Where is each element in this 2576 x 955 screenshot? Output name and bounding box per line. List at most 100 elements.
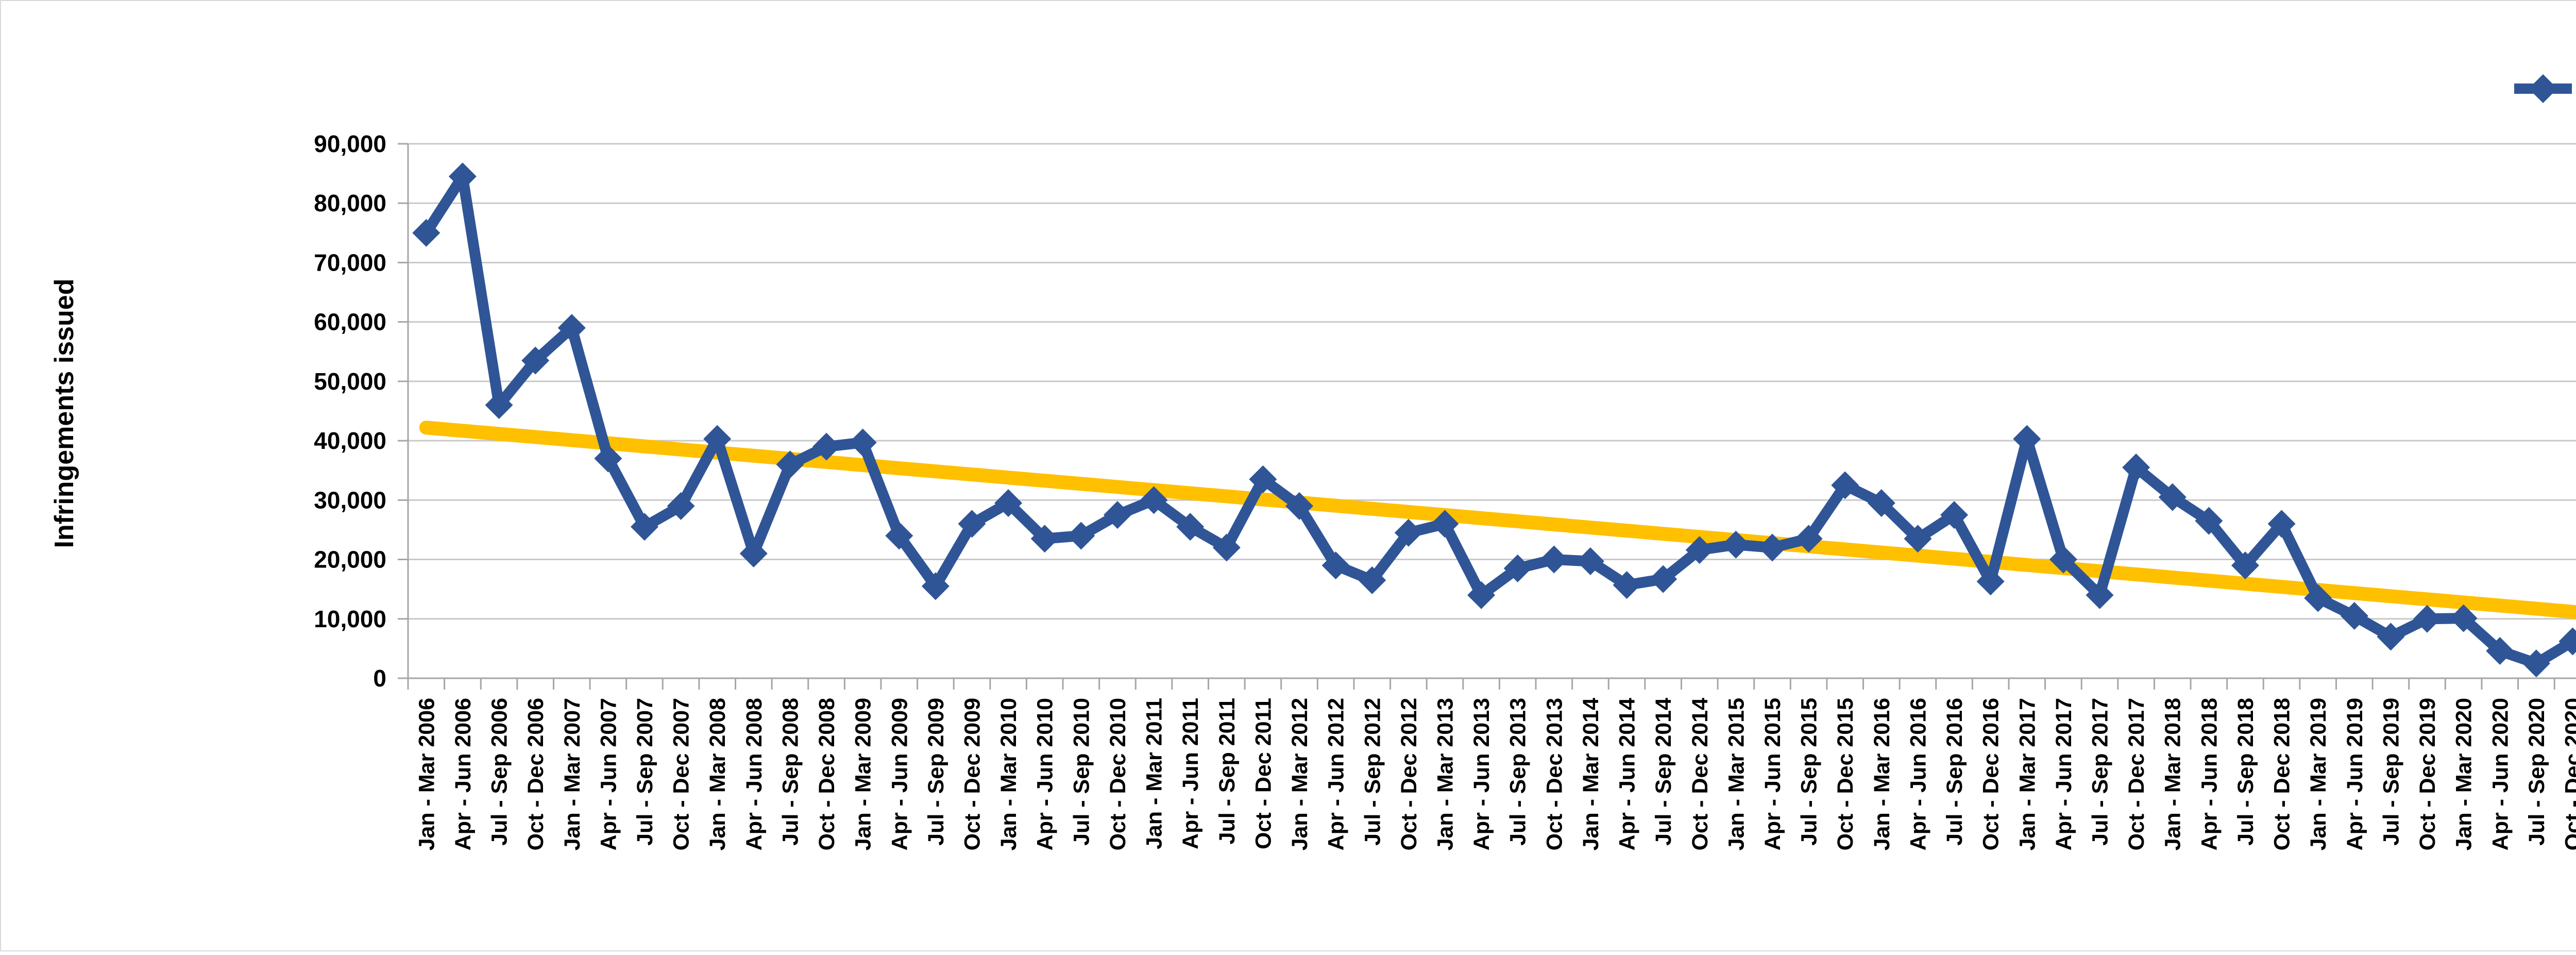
y-axis-label: 80,000: [314, 190, 386, 216]
data-point-marker: [1503, 554, 1532, 582]
x-axis-label: Apr - Jun 2008: [742, 698, 767, 850]
data-point-marker: [885, 522, 913, 550]
x-axis-label: Jan - Mar 2012: [1287, 698, 1312, 850]
x-axis-label: Jul - Sep 2020: [2524, 698, 2549, 846]
x-axis-label: Oct - Dec 2011: [1251, 698, 1276, 849]
data-point-marker: [1358, 566, 1386, 594]
data-point-marker: [2522, 649, 2550, 678]
data-point-marker: [557, 314, 586, 342]
data-point-marker: [1722, 530, 1750, 559]
data-point-marker: [1867, 489, 1895, 517]
x-axis-label: Apr - Jun 2013: [1469, 698, 1494, 850]
x-axis-label: Apr - Jun 2020: [2488, 698, 2513, 850]
x-axis-label: Apr - Jun 2018: [2197, 698, 2222, 850]
data-point-marker: [1212, 533, 1241, 562]
x-axis-label: Apr - Jun 2014: [1615, 698, 1640, 850]
data-point-marker: [2486, 636, 2514, 665]
y-axis-label: 90,000: [314, 130, 386, 157]
x-axis-label: Oct - Dec 2020: [2561, 698, 2576, 850]
x-axis-label: Jan - Mar 2006: [414, 698, 439, 850]
data-point-marker: [2158, 483, 2187, 511]
data-point-marker: [1285, 492, 1314, 520]
data-point-marker: [667, 492, 695, 520]
x-axis-label: Apr - Jun 2007: [596, 698, 621, 850]
y-axis-label: 0: [373, 665, 386, 692]
data-point-marker: [994, 489, 1023, 517]
x-axis-label: Jul - Sep 2009: [924, 698, 948, 846]
x-axis-label: Jan - Mar 2017: [2015, 698, 2040, 850]
data-point-marker: [849, 428, 877, 457]
x-axis-label: Jan - Mar 2018: [2161, 698, 2185, 850]
y-axis-label: 40,000: [314, 427, 386, 454]
x-axis-label: Oct - Dec 2015: [1833, 698, 1858, 850]
data-point-marker: [594, 444, 622, 473]
data-point-marker: [776, 450, 804, 479]
data-point-marker: [2340, 602, 2368, 630]
x-axis-label: Jan - Mar 2008: [705, 698, 730, 850]
data-point-marker: [2304, 584, 2332, 612]
data-point-marker: [2267, 510, 2296, 538]
data-point-marker: [2558, 627, 2576, 656]
x-axis-label: Apr - Jun 2012: [1324, 698, 1349, 850]
x-axis-label: Oct - Dec 2018: [2270, 698, 2295, 850]
x-axis-label: Oct - Dec 2017: [2124, 698, 2149, 850]
x-axis-label: Apr - Jun 2019: [2343, 698, 2367, 850]
y-axis-label: 20,000: [314, 546, 386, 573]
data-point-marker: [1431, 510, 1459, 538]
data-point-marker: [2449, 604, 2478, 632]
x-axis-label: Apr - Jun 2011: [1178, 698, 1203, 849]
data-point-marker: [2195, 507, 2223, 535]
data-point-marker: [630, 513, 658, 541]
data-point-marker: [703, 425, 732, 453]
data-point-marker: [1576, 547, 1604, 576]
data-point-marker: [1794, 525, 1823, 553]
x-axis-label: Apr - Jun 2009: [887, 698, 912, 850]
y-axis-label: 60,000: [314, 309, 386, 336]
x-axis-label: Oct - Dec 2008: [815, 698, 839, 850]
data-point-marker: [2086, 581, 2114, 609]
y-axis-label: 30,000: [314, 487, 386, 513]
x-axis-label: Oct - Dec 2009: [960, 698, 985, 850]
x-axis-label: Jul - Sep 2012: [1360, 698, 1385, 846]
x-axis-label: Jul - Sep 2010: [1069, 698, 1094, 846]
x-axis-label: Oct - Dec 2007: [669, 698, 694, 850]
data-point-marker: [2377, 623, 2405, 651]
x-axis-label: Jan - Mar 2007: [560, 698, 585, 850]
data-point-marker: [1467, 581, 1496, 609]
data-point-marker: [1067, 522, 1095, 550]
data-point-marker: [921, 572, 950, 600]
x-axis-label: Jan - Mar 2010: [996, 698, 1021, 850]
x-axis-label: Jul - Sep 2019: [2379, 698, 2403, 846]
x-axis-label: Apr - Jun 2006: [451, 698, 476, 850]
x-axis-label: Jul - Sep 2013: [1506, 698, 1531, 846]
x-axis-label: Jan - Mar 2016: [1870, 698, 1894, 850]
data-point-marker: [958, 510, 986, 538]
x-axis-label: Jul - Sep 2015: [1797, 698, 1822, 846]
x-axis-label: Oct - Dec 2014: [1688, 698, 1713, 850]
data-point-marker: [739, 540, 768, 568]
x-axis-label: Jul - Sep 2017: [2088, 698, 2113, 846]
data-point-marker: [1321, 551, 1350, 580]
data-point-marker: [1030, 525, 1059, 553]
data-point-marker: [1758, 533, 1786, 562]
data-point-marker: [1140, 486, 1168, 514]
x-axis-label: Jul - Sep 2014: [1651, 698, 1676, 846]
data-point-marker: [2122, 453, 2150, 481]
data-point-marker: [2231, 551, 2259, 580]
x-axis-label: Jul - Sep 2007: [633, 698, 657, 846]
x-axis-label: Oct - Dec 2019: [2415, 698, 2440, 850]
data-point-marker: [2013, 425, 2041, 453]
x-axis-label: Apr - Jun 2016: [1906, 698, 1930, 850]
x-axis-label: Oct - Dec 2010: [1106, 698, 1130, 850]
x-axis-label: Oct - Dec 2006: [523, 698, 548, 850]
x-axis-label: Jan - Mar 2014: [1579, 698, 1603, 850]
data-point-marker: [1540, 545, 1568, 574]
x-axis-label: Apr - Jun 2017: [2052, 698, 2076, 850]
x-axis-label: Oct - Dec 2016: [1979, 698, 2004, 850]
x-axis-label: Apr - Jun 2015: [1760, 698, 1785, 850]
x-axis-label: Jul - Sep 2016: [1942, 698, 1967, 846]
data-point-marker: [1176, 513, 1205, 541]
data-point-marker: [412, 219, 440, 247]
data-point-marker: [485, 391, 513, 419]
y-axis-title: Infringements issued: [49, 279, 79, 548]
